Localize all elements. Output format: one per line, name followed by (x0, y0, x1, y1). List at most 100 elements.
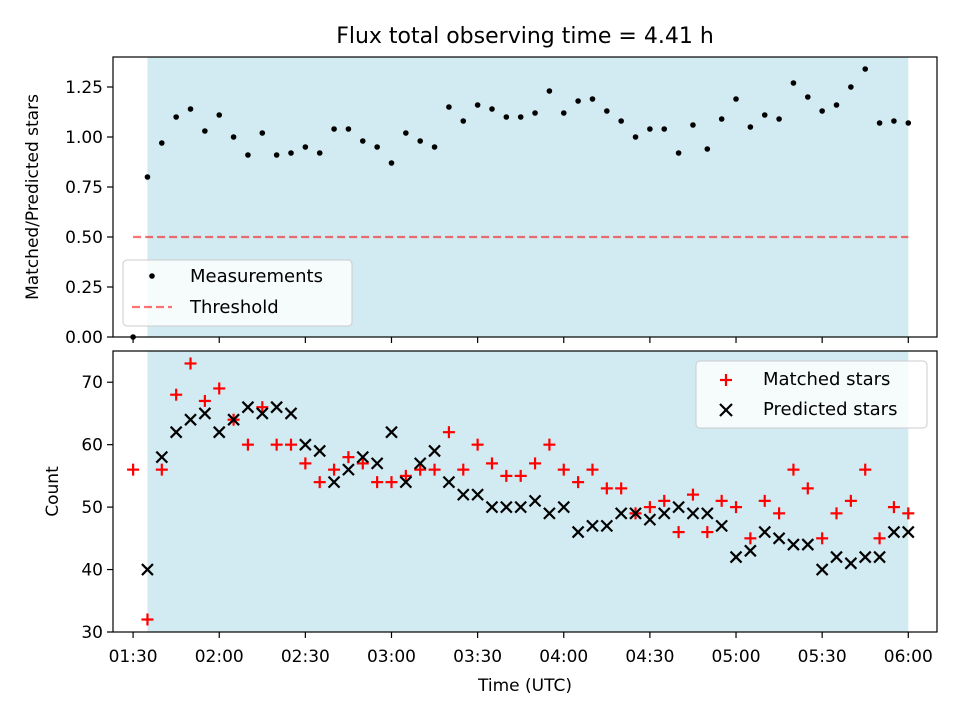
predicted-star-point (744, 544, 757, 558)
x-tick-label: 05:30 (798, 647, 847, 667)
matched-star-point (758, 494, 771, 507)
predicted-star-point (528, 494, 542, 508)
predicted-star-point (155, 450, 169, 464)
measurement-point (144, 174, 151, 180)
matched-star-point (615, 482, 628, 495)
measurement-point (805, 94, 811, 100)
predicted-star-point (399, 475, 413, 489)
measurement-point (747, 124, 754, 130)
predicted-star-point (801, 538, 815, 551)
legend-matched-label: Matched stars (763, 369, 890, 390)
matched-star-point (313, 476, 326, 489)
measurement-point (345, 126, 352, 132)
predicted-star-point (600, 519, 614, 533)
matched-star-point (787, 463, 800, 476)
predicted-star-point (701, 507, 714, 520)
matched-star-point (127, 463, 140, 476)
predicted-star-point (902, 525, 915, 539)
predicted-star-point (557, 500, 571, 514)
predicted-star-point (342, 463, 355, 476)
matched-star-point (399, 469, 412, 482)
measurement-point (690, 122, 696, 128)
measurement-point (273, 152, 280, 158)
measurement-point (891, 118, 897, 124)
top-panel: 0.00 0.25 0.50 0.75 1.00 1.25 Matched/Predict… (23, 56, 938, 348)
predicted-star-point (370, 457, 384, 470)
x-tick-label: 02:30 (281, 647, 330, 667)
predicted-star-point (313, 444, 326, 458)
predicted-star-point (543, 507, 556, 520)
predicted-star-point (657, 507, 671, 520)
predicted-star-point (184, 413, 197, 426)
measurement-point (532, 110, 538, 116)
predicted-star-point (858, 550, 872, 564)
matched-star-point (184, 357, 197, 370)
top-legend-box (122, 259, 353, 327)
measurement-point (905, 120, 912, 126)
legend-measurements-label: Measurements (190, 266, 323, 287)
matched-star-point (285, 438, 298, 451)
bottom-axes-frame (112, 350, 938, 633)
predicted-star-point (413, 457, 427, 470)
matched-star-point (241, 438, 254, 451)
matched-star-point (155, 463, 168, 476)
measurement-point (704, 146, 711, 152)
matched-star-point (442, 426, 455, 439)
matched-star-point (328, 463, 341, 476)
predicted-star-point (284, 407, 298, 420)
predicted-star-point (500, 500, 513, 514)
matched-star-point (385, 476, 398, 489)
matched-star-point (371, 476, 384, 489)
matched-star-point (529, 457, 542, 470)
matched-star-point (902, 507, 915, 520)
legend-predicted-label: Predicted stars (763, 399, 897, 420)
predicted-star-point (643, 513, 657, 526)
matched-star-point (672, 526, 685, 539)
bottom-y-ticks: 30 40 50 60 70 (81, 373, 113, 643)
matched-star-point (414, 463, 427, 476)
measurement-point (331, 126, 337, 132)
predicted-star-point (571, 525, 585, 539)
matched-star-point (572, 476, 585, 489)
matched-star-point (600, 482, 613, 495)
predicted-star-point (844, 557, 858, 570)
matched-star-point (643, 501, 656, 514)
x-tick-label: 03:00 (367, 647, 416, 667)
predicted-star-point (327, 475, 341, 489)
matched-star-point (873, 532, 886, 545)
matched-star-point (658, 494, 671, 507)
top-y-tick-label: 0.00 (65, 328, 103, 348)
matched-star-point (457, 463, 470, 476)
predicted-star-point (456, 488, 470, 501)
measurement-point (517, 114, 524, 120)
measurement-point (302, 144, 309, 150)
predicted-star-point (385, 425, 398, 439)
matched-star-point (730, 501, 743, 514)
measurement-point (675, 150, 682, 156)
predicted-star-point (614, 507, 628, 520)
bottom-y-tick-label: 60 (81, 436, 103, 456)
predicted-star-point (428, 444, 441, 458)
predicted-star-point (772, 532, 786, 545)
measurement-point (661, 126, 668, 132)
measurement-point (647, 126, 653, 132)
predicted-star-point (356, 450, 370, 464)
measurement-point (474, 102, 481, 108)
top-y-tick-label: 1.25 (65, 78, 103, 98)
measurement-point (173, 114, 179, 120)
measurement-point (359, 138, 366, 144)
measurement-point (776, 116, 782, 122)
predicted-star-point (586, 519, 599, 533)
matched-star-point (213, 382, 226, 395)
top-x-ticks (132, 337, 909, 343)
measurement-point (503, 114, 510, 120)
x-tick-label: 04:00 (539, 647, 588, 667)
bottom-x-ticks: 01:30 02:00 02:30 03:00 03:30 04:00 04:30 05:00… (109, 632, 933, 667)
predicted-stars-points (141, 400, 915, 576)
matched-star-point (471, 438, 484, 451)
matched-star-point (141, 613, 154, 626)
measurement-point (431, 144, 438, 150)
predicted-star-point (715, 519, 728, 533)
measurement-point (446, 104, 452, 110)
matched-star-point (830, 507, 843, 520)
